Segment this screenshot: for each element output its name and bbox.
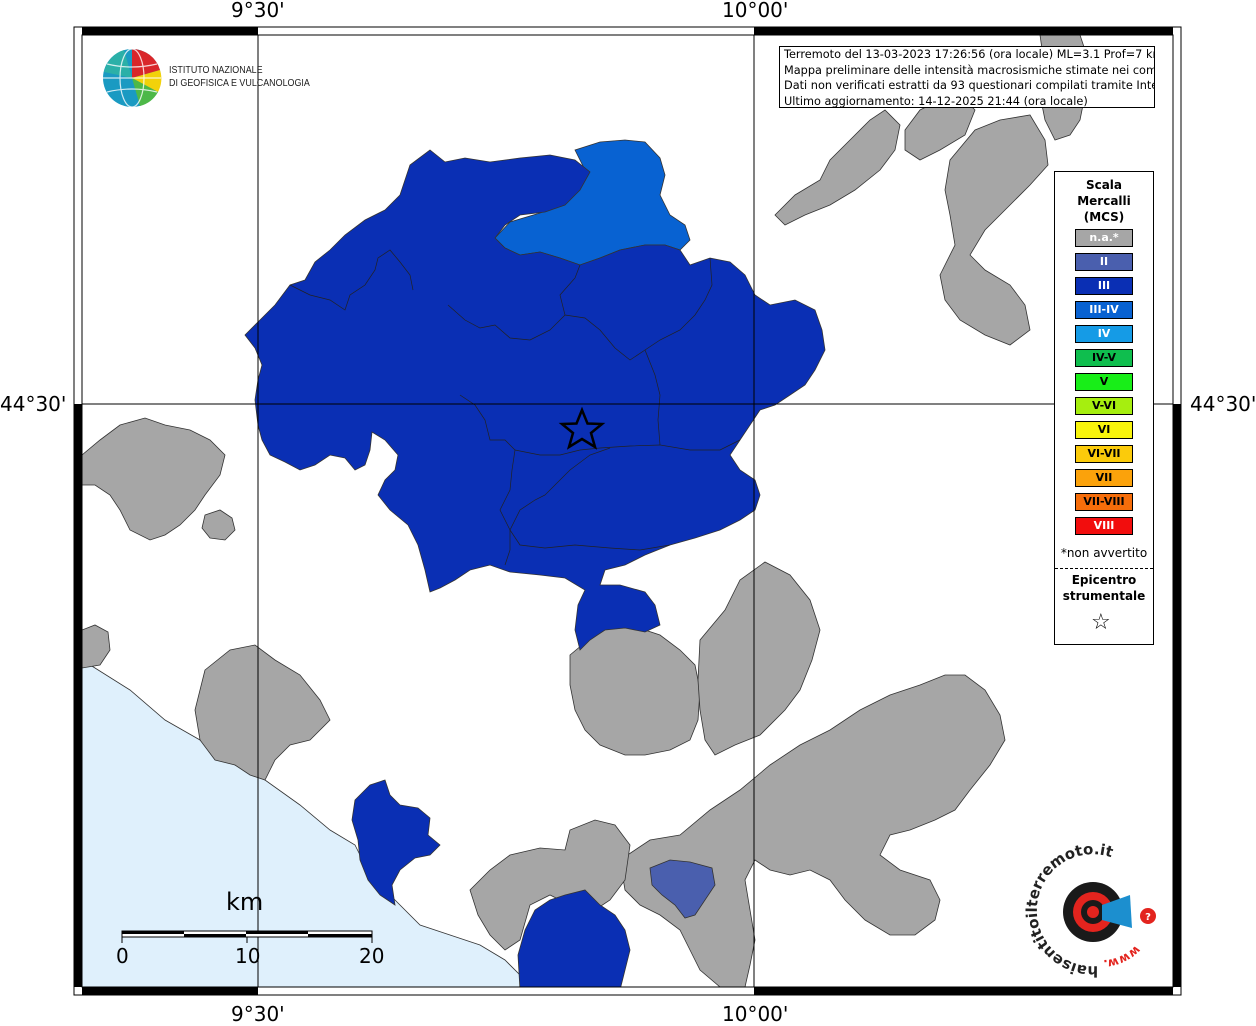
scale-tick-label: 20	[359, 944, 385, 968]
area-grey-west-small	[201, 509, 236, 541]
legend-item-v-vi: V-VI	[1075, 397, 1133, 415]
area-intensity-III-coast	[351, 779, 441, 906]
area-grey-south-center	[569, 624, 701, 756]
scale-tick-label: 0	[116, 944, 129, 968]
legend-item-vi: VI	[1075, 421, 1133, 439]
area-grey-west-island	[82, 417, 226, 541]
legend-epicenter-line: strumentale	[1062, 589, 1146, 603]
area-grey-southeast-large	[619, 674, 1006, 987]
area-intensity-II	[649, 859, 716, 919]
ingv-logo-icon	[103, 48, 162, 108]
map-frame	[74, 27, 1181, 995]
legend-item-vii-viii: VII-VIII	[1075, 493, 1133, 511]
area-grey-south-coast	[469, 819, 631, 951]
legend-title-line: Mercalli	[1077, 194, 1131, 208]
legend-item-viii: VIII	[1075, 517, 1133, 535]
legend-item-ii: II	[1075, 253, 1133, 271]
haisentito-logo-icon: ?	[1063, 882, 1156, 942]
legend-item-vii: VII	[1075, 469, 1133, 487]
area-grey-coast-hills	[194, 644, 331, 781]
lon-label-top-2: 10°00'	[722, 0, 789, 22]
legend-divider	[1055, 568, 1153, 569]
legend-note: *non avvertito	[1060, 546, 1148, 560]
lon-label-top-1: 9°30'	[231, 0, 285, 22]
svg-text:?: ?	[1145, 912, 1151, 923]
legend-title: Scala Mercalli (MCS)	[1055, 177, 1153, 225]
area-intensity-III-main	[244, 149, 826, 651]
area-grey-northeast-1	[774, 109, 901, 226]
info-line: Mappa preliminare delle intensità macros…	[784, 63, 1155, 77]
legend-item-iv-v: IV-V	[1075, 349, 1133, 367]
lat-label-right: 44°30'	[1190, 392, 1256, 416]
ingv-line-2: DI GEOFISICA E VULCANOLOGIA	[169, 77, 310, 89]
epicenter-star-icon	[558, 406, 606, 450]
legend-item-n-a: n.a.*	[1075, 229, 1133, 247]
earthquake-info-box: Terremoto del 13-03-2023 17:26:56 (ora l…	[779, 46, 1155, 108]
area-grey-west-coast	[82, 624, 111, 669]
legend-title-line: (MCS)	[1083, 210, 1125, 224]
legend-epicenter-line: Epicentro	[1071, 573, 1137, 587]
mcs-legend: Scala Mercalli (MCS) n.a.* II III III-IV IV I…	[1054, 171, 1154, 645]
legend-item-iv: IV	[1075, 325, 1133, 343]
scale-bar	[121, 930, 373, 943]
scale-unit: km	[226, 888, 264, 916]
ingv-institute-name: ISTITUTO NAZIONALE DI GEOFISICA E VULCAN…	[169, 64, 310, 90]
info-line: Ultimo aggiornamento: 14-12-2025 21:44 (…	[784, 94, 1088, 108]
legend-item-v: V	[1075, 373, 1133, 391]
lon-label-bottom-2: 10°00'	[722, 1002, 789, 1026]
info-line: Terremoto del 13-03-2023 17:26:56 (ora l…	[784, 48, 1155, 61]
legend-item-vi-vii: VI-VII	[1075, 445, 1133, 463]
scale-tick-label: 10	[235, 944, 261, 968]
legend-title-line: Scala	[1085, 178, 1123, 192]
area-grey-northeast-3	[939, 114, 1049, 346]
lon-label-bottom-1: 9°30'	[231, 1002, 285, 1026]
legend-star-icon: ☆	[1091, 610, 1111, 635]
legend-epicenter-label: Epicentro strumentale	[1055, 572, 1153, 604]
lat-label-left: 44°30'	[0, 392, 67, 416]
info-line: Dati non verificati estratti da 93 quest…	[784, 79, 1155, 92]
area-grey-southeast-hills	[697, 561, 821, 756]
legend-item-iii-iv: III-IV	[1075, 301, 1133, 319]
ingv-line-1: ISTITUTO NAZIONALE	[169, 64, 263, 76]
legend-item-iii: III	[1075, 277, 1133, 295]
